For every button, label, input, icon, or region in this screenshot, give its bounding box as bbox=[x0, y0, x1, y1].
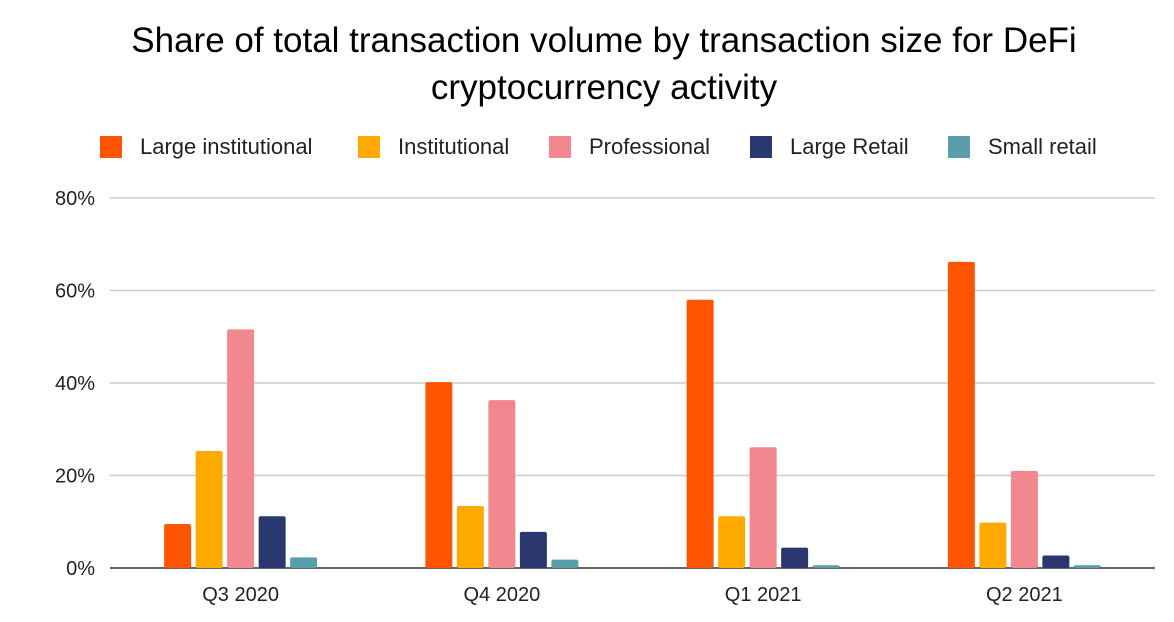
bar-0-3 bbox=[258, 516, 286, 568]
legend-label-4: Small retail bbox=[988, 134, 1097, 159]
bar-1-1 bbox=[456, 506, 484, 568]
bar-1-0 bbox=[425, 382, 453, 568]
y-tick-label-0: 0% bbox=[66, 558, 95, 580]
bar-1-2 bbox=[488, 400, 516, 568]
grid: 0% 20% 40% 60% 80% bbox=[55, 188, 1155, 580]
chart-title-line-2: cryptocurrency activity bbox=[431, 68, 778, 107]
bar-2-1 bbox=[718, 516, 746, 568]
legend-swatch-3 bbox=[750, 136, 772, 158]
bar-0-2 bbox=[227, 329, 255, 568]
legend-swatch-4 bbox=[948, 136, 970, 158]
bar-2-3 bbox=[781, 547, 809, 568]
bar-2-4 bbox=[812, 565, 840, 568]
legend-swatch-2 bbox=[549, 136, 571, 158]
bar-3-3 bbox=[1042, 555, 1070, 568]
bar-3-4 bbox=[1073, 565, 1101, 568]
y-tick-label-3: 60% bbox=[55, 281, 95, 303]
y-tick-label-1: 20% bbox=[55, 466, 95, 488]
legend-swatch-1 bbox=[358, 136, 380, 158]
legend-label-0: Large institutional bbox=[140, 134, 312, 159]
y-tick-label-2: 40% bbox=[55, 373, 95, 395]
legend-label-2: Professional bbox=[589, 134, 710, 159]
bar-3-1 bbox=[979, 522, 1007, 568]
legend-swatch-0 bbox=[100, 136, 122, 158]
bar-2-0 bbox=[686, 299, 714, 568]
bars bbox=[164, 261, 1101, 569]
legend-label-1: Institutional bbox=[398, 134, 509, 159]
y-tick-label-4: 80% bbox=[55, 188, 95, 210]
bar-3-0 bbox=[947, 261, 975, 568]
chart-title-line-1: Share of total transaction volume by tra… bbox=[131, 21, 1076, 60]
legend: Large institutional Institutional Professi… bbox=[100, 134, 1097, 159]
bar-1-3 bbox=[519, 531, 547, 568]
bar-0-4 bbox=[290, 557, 318, 568]
x-tick-label-0: Q3 2020 bbox=[202, 584, 279, 606]
bar-0-0 bbox=[164, 524, 192, 568]
x-tick-label-2: Q1 2021 bbox=[725, 584, 802, 606]
x-axis: Q3 2020 Q4 2020 Q1 2021 Q2 2021 bbox=[202, 584, 1062, 606]
bar-1-4 bbox=[551, 559, 579, 568]
bar-3-2 bbox=[1010, 470, 1038, 569]
bar-2-2 bbox=[749, 447, 777, 568]
bar-0-1 bbox=[195, 450, 223, 568]
x-tick-label-1: Q4 2020 bbox=[464, 584, 541, 606]
legend-label-3: Large Retail bbox=[790, 134, 909, 159]
x-tick-label-3: Q2 2021 bbox=[986, 584, 1063, 606]
